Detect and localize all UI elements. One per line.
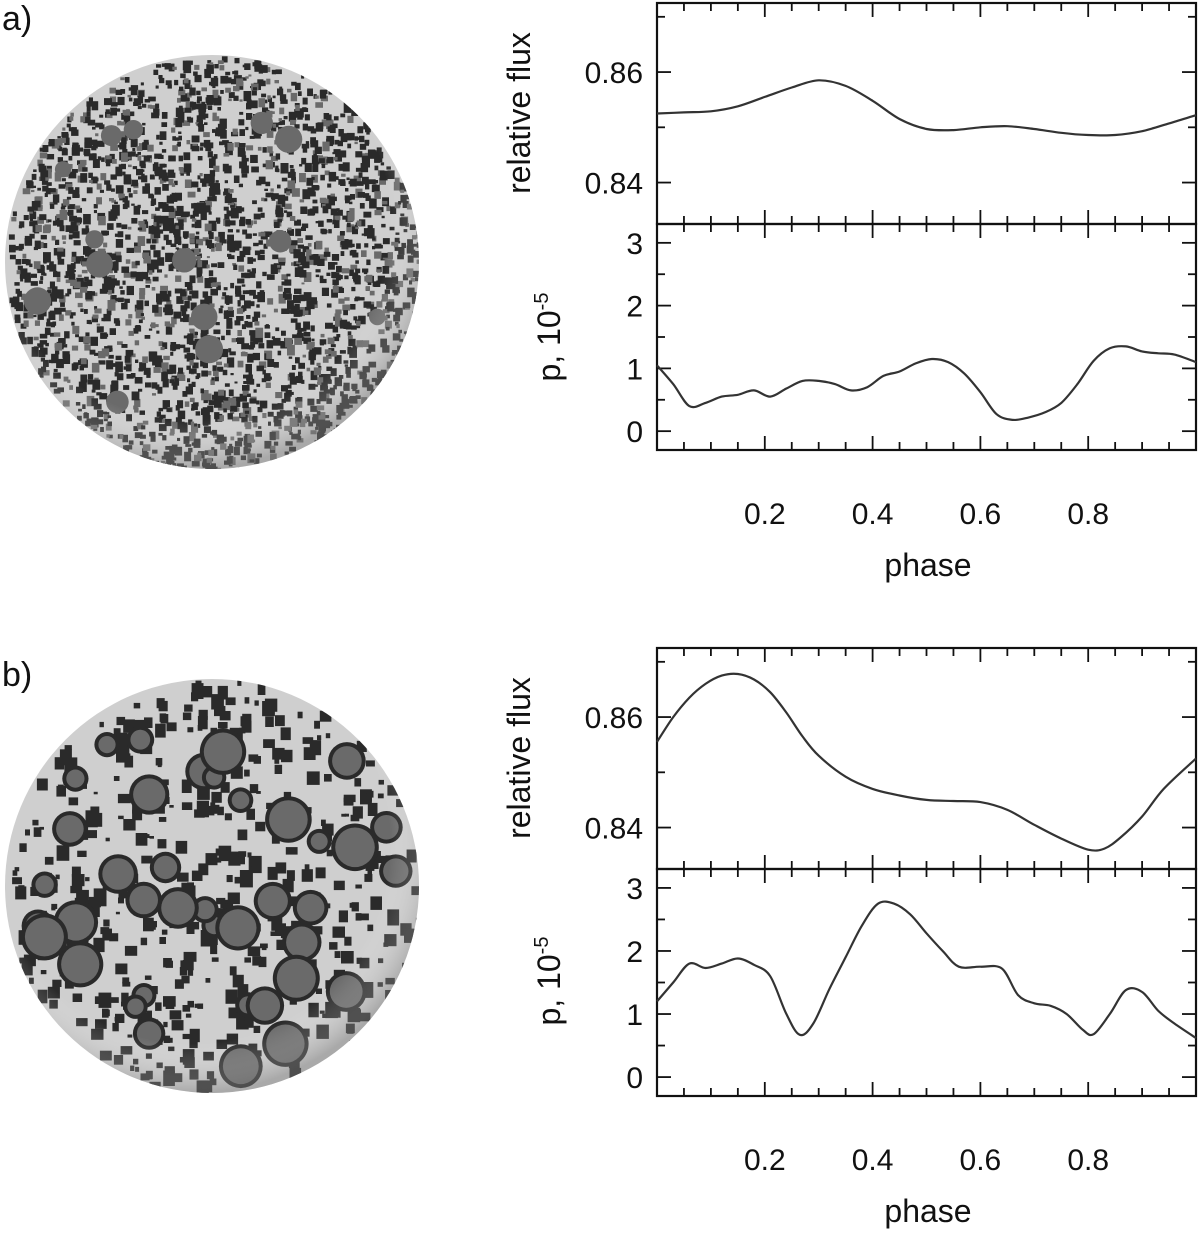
plot-frame xyxy=(655,646,1198,871)
plot-frame xyxy=(655,1,1198,226)
x-tick-label: 0.6 xyxy=(960,1144,1002,1177)
panel-label-a: a) xyxy=(2,0,33,38)
x-tick-label: 0.8 xyxy=(1067,498,1109,531)
chart-2: 0.84 0.86 xyxy=(585,646,1198,871)
y-tick-label: 3 xyxy=(626,228,643,261)
plot-frame xyxy=(655,867,1198,1098)
y-tick-label: 0.86 xyxy=(585,57,643,90)
ylabel-flux-a: relative flux xyxy=(501,32,537,194)
y-tick-label: 2 xyxy=(626,291,643,324)
y-tick-label: 0.84 xyxy=(585,168,643,201)
y-tick-label: 0 xyxy=(626,1062,643,1095)
x-tick-label: 0.6 xyxy=(960,498,1002,531)
series-line xyxy=(656,79,1197,137)
y-tick-label: 1 xyxy=(626,353,643,386)
chart-1: 0 1 2 3 0.2 0.4 0.6 0.8 xyxy=(626,222,1198,531)
ylabel-flux-b: relative flux xyxy=(501,677,537,839)
y-tick-label: 0.84 xyxy=(585,813,643,846)
ylabel-pol-a-text: p, 10 xyxy=(531,310,567,381)
ylabel-pol-b-exp: -5 xyxy=(531,937,553,955)
y-tick-label: 0 xyxy=(626,416,643,449)
panel-label-b: b) xyxy=(2,656,33,694)
x-tick-label: 0.2 xyxy=(744,498,786,531)
xlabel-phase-a: phase xyxy=(884,547,971,583)
y-tick-label: 0.86 xyxy=(585,702,643,735)
ylabel-pol-b-text: p, 10 xyxy=(531,954,567,1025)
x-tick-label: 0.8 xyxy=(1067,1144,1109,1177)
y-tick-label: 3 xyxy=(626,873,643,906)
y-tick-label: 1 xyxy=(626,999,643,1032)
y-tick-label: 2 xyxy=(626,936,643,969)
series-line xyxy=(656,345,1197,422)
spotted-sphere-a xyxy=(5,55,419,469)
chart-0: 0.84 0.86 xyxy=(585,1,1198,226)
series-line xyxy=(656,900,1197,1039)
ylabel-pol-b: p, 10-5 xyxy=(531,937,567,1026)
x-tick-label: 0.4 xyxy=(852,498,894,531)
x-tick-label: 0.2 xyxy=(744,1144,786,1177)
xlabel-phase-b: phase xyxy=(884,1193,971,1229)
spotted-sphere-b xyxy=(5,679,419,1093)
ylabel-pol-a: p, 10-5 xyxy=(531,293,567,382)
chart-3: 0 1 2 3 0.2 0.4 0.6 0.8 xyxy=(626,867,1198,1177)
ylabel-pol-a-exp: -5 xyxy=(531,293,553,311)
x-tick-label: 0.4 xyxy=(852,1144,894,1177)
series-line xyxy=(656,672,1197,852)
plot-frame xyxy=(655,222,1198,452)
